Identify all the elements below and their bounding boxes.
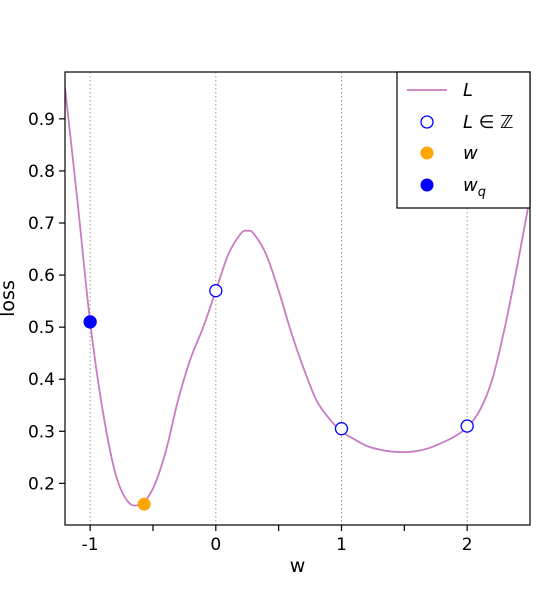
legend-label: L <box>463 80 473 101</box>
legend-wq-swatch <box>420 178 434 192</box>
plot-frame <box>64 71 531 526</box>
y-tick-label: 0.7 <box>28 214 55 234</box>
y-tick-label: 0.8 <box>28 162 55 182</box>
x-tick-label: -1 <box>82 535 99 555</box>
x-axis-label: w <box>290 555 306 577</box>
legend-label: L ∈ ℤ <box>463 112 514 133</box>
markers-layer <box>83 284 474 511</box>
w-marker <box>137 497 151 511</box>
y-tick-label: 0.4 <box>28 370 55 390</box>
legend-w-swatch <box>420 146 434 160</box>
y-tick-label: 0.5 <box>28 318 55 338</box>
y-tick-label: 0.3 <box>28 422 55 442</box>
x-tick-label: 1 <box>336 535 347 555</box>
loss-curve-layer <box>65 87 530 507</box>
gridlines <box>89 72 468 525</box>
legend-open-circle-swatch <box>420 115 434 129</box>
y-tick-label: 0.9 <box>28 110 55 130</box>
y-tick-label: 0.6 <box>28 266 55 286</box>
loss-curve-line <box>65 87 530 507</box>
axis-ticks: -1 0 1 2 0.2 0.3 0.4 0.5 0.6 0.7 0.8 0.9 <box>28 110 473 555</box>
legend-label: w <box>463 143 478 164</box>
integer-loss-marker <box>334 422 349 436</box>
wq-marker <box>83 315 97 329</box>
integer-loss-marker <box>460 419 474 433</box>
y-tick-label: 0.2 <box>28 474 55 494</box>
legend-box <box>396 71 531 209</box>
x-tick-label: 0 <box>210 535 221 555</box>
y-axis-label: loss <box>0 280 19 317</box>
x-tick-label: 2 <box>462 535 473 555</box>
integer-loss-marker <box>209 284 223 298</box>
legend-label-subscript: q <box>478 185 486 200</box>
